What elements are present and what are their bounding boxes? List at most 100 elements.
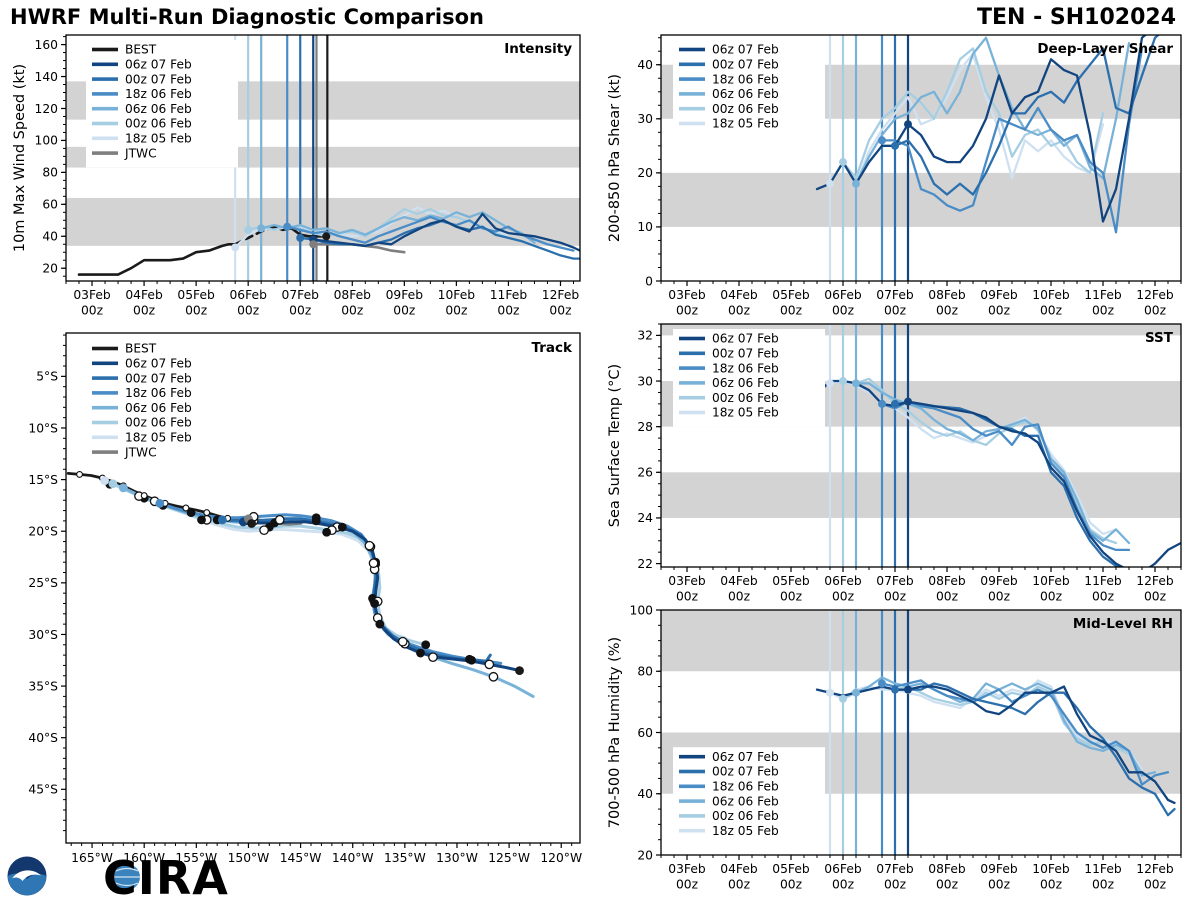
x-tick-label: 07Feb bbox=[282, 288, 320, 302]
shaded-band bbox=[661, 610, 1181, 672]
x-tick-label: 03Feb bbox=[73, 288, 111, 302]
init-dot-r5 bbox=[839, 158, 847, 167]
track-r6 bbox=[103, 479, 407, 640]
track-init-dot-r3 bbox=[155, 498, 165, 508]
lat-tick-label: 45°S bbox=[28, 783, 58, 797]
x-tick-label: 05Feb bbox=[772, 288, 810, 302]
x-tick-label: 05Feb bbox=[772, 574, 810, 588]
init-dot-r4 bbox=[852, 379, 860, 388]
position-dot-12z bbox=[368, 558, 379, 569]
x-tick-label: 00z bbox=[1040, 304, 1062, 318]
position-dot-00z bbox=[322, 527, 332, 537]
legend-label-r3: 18z 06 Feb bbox=[712, 780, 779, 794]
x-tick-label: 03Feb bbox=[668, 862, 706, 876]
y-tick-label: 20 bbox=[637, 166, 653, 180]
position-dot-00z bbox=[375, 619, 385, 629]
x-tick-label: 12Feb bbox=[542, 288, 580, 302]
lat-tick-label: 35°S bbox=[28, 679, 58, 693]
legend-label-r2: 00z 07 Feb bbox=[125, 371, 192, 385]
x-tick-label: 05Feb bbox=[177, 288, 215, 302]
best-track-dot bbox=[140, 492, 148, 500]
x-tick-label: 08Feb bbox=[928, 574, 966, 588]
legend-swatch-best bbox=[92, 346, 118, 351]
legend-label-r5: 00z 06 Feb bbox=[125, 117, 192, 131]
init-dot-r1 bbox=[904, 120, 912, 129]
lon-tick-label: 145°W bbox=[280, 851, 322, 865]
page-title: HWRF Multi-Run Diagnostic Comparison bbox=[10, 5, 484, 29]
track-x-axis: 165°W 160°W 155°W 150°W 145°W 140°W 135°W 130°W… bbox=[70, 843, 582, 865]
intensity-series bbox=[77, 206, 580, 276]
track-init-dot-best bbox=[515, 666, 524, 675]
init-dot-r6 bbox=[826, 688, 834, 697]
best-track-dot bbox=[203, 509, 211, 517]
legend-swatch-r6 bbox=[679, 828, 705, 833]
init-dot-r4 bbox=[257, 224, 266, 233]
lat-tick-label: 15°S bbox=[28, 473, 58, 487]
x-tick-label: 00z bbox=[81, 304, 103, 318]
legend-swatch-jtwc bbox=[92, 450, 118, 454]
x-tick-label: 00z bbox=[884, 304, 906, 318]
y-tick-label: 30 bbox=[637, 112, 653, 126]
position-dot-00z bbox=[337, 522, 347, 532]
x-tick-label: 00z bbox=[832, 878, 854, 892]
best-track-dot bbox=[182, 504, 190, 512]
shaded-band bbox=[661, 324, 1181, 336]
legend-box bbox=[86, 40, 238, 168]
x-tick-label: 10Feb bbox=[1032, 862, 1070, 876]
x-tick-label: 07Feb bbox=[876, 574, 914, 588]
legend-label-r5: 00z 06 Feb bbox=[712, 391, 779, 405]
x-tick-label: 04Feb bbox=[720, 288, 758, 302]
legend-swatch-r2 bbox=[679, 769, 705, 774]
x-tick-label: 03Feb bbox=[668, 574, 706, 588]
x-tick-label: 00z bbox=[1040, 590, 1062, 604]
lon-tick-label: 120°W bbox=[540, 851, 582, 865]
y-tick-label: 80 bbox=[637, 665, 653, 679]
legend-label-r4: 06z 06 Feb bbox=[125, 102, 192, 116]
position-dot-12z bbox=[259, 525, 269, 536]
x-tick-label: 10Feb bbox=[1032, 574, 1070, 588]
x-tick-label: 00z bbox=[728, 304, 750, 318]
lat-tick-label: 30°S bbox=[28, 628, 58, 642]
init-dot-r6 bbox=[826, 179, 834, 188]
series-r4 bbox=[854, 382, 1131, 545]
y-tick-label: 60 bbox=[42, 198, 58, 212]
shear-x-axis: 03Feb 00z 04Feb 00z 05Feb 00z 06Feb 00z 07Feb 00z… bbox=[660, 281, 1182, 318]
x-tick-label: 03Feb bbox=[668, 288, 706, 302]
position-dot-00z bbox=[186, 508, 196, 518]
y-tick-label: 28 bbox=[637, 420, 653, 434]
init-dot-r5 bbox=[839, 694, 847, 703]
noaa-logo bbox=[7, 856, 47, 896]
lon-tick-label: 150°W bbox=[228, 851, 270, 865]
x-tick-label: 00z bbox=[728, 590, 750, 604]
position-dot-12z bbox=[484, 659, 495, 670]
legend-label-r4: 06z 06 Feb bbox=[712, 87, 779, 101]
series-r6 bbox=[828, 52, 1105, 185]
x-tick-label: 11Feb bbox=[490, 288, 528, 302]
x-tick-label: 00z bbox=[237, 304, 259, 318]
rh-x-axis: 03Feb 00z 04Feb 00z 05Feb 00z 06Feb 00z 07Feb 00z… bbox=[660, 855, 1182, 892]
x-tick-label: 00z bbox=[676, 590, 698, 604]
x-tick-label: 00z bbox=[884, 878, 906, 892]
init-dot-best bbox=[322, 232, 331, 241]
legend-label-r1: 06z 07 Feb bbox=[712, 750, 779, 764]
init-dot-r3 bbox=[878, 399, 886, 408]
x-tick-label: 12Feb bbox=[1136, 288, 1174, 302]
series-r4 bbox=[260, 211, 536, 244]
init-dot-r6 bbox=[826, 379, 834, 388]
track-map: 165°W 160°W 155°W 150°W 145°W 140°W 135°W 130°W… bbox=[28, 332, 582, 865]
best-track-dot bbox=[76, 470, 84, 478]
x-tick-label: 00z bbox=[936, 304, 958, 318]
x-tick-label: 07Feb bbox=[876, 288, 914, 302]
legend-label-jtwc: JTWC bbox=[124, 445, 157, 459]
legend-label-r5: 00z 06 Feb bbox=[712, 809, 779, 823]
legend-swatch-r3 bbox=[92, 92, 118, 96]
legend-label-r2: 00z 07 Feb bbox=[712, 347, 779, 361]
init-dot-r3 bbox=[878, 136, 886, 145]
legend-swatch-r1 bbox=[679, 754, 705, 759]
y-axis-title: 700-500 hPa Humidity (%) bbox=[607, 637, 623, 828]
x-tick-label: 11Feb bbox=[1084, 862, 1122, 876]
rh-title: Mid-Level RH bbox=[1073, 616, 1173, 632]
y-axis-title: Sea Surface Temp (°C) bbox=[607, 364, 623, 527]
chart-panels: 03Feb 00z 04Feb 00z 05Feb 00z 06Feb 00z 07Feb 00z… bbox=[12, 34, 1182, 892]
y-tick-label: 100 bbox=[630, 603, 653, 617]
